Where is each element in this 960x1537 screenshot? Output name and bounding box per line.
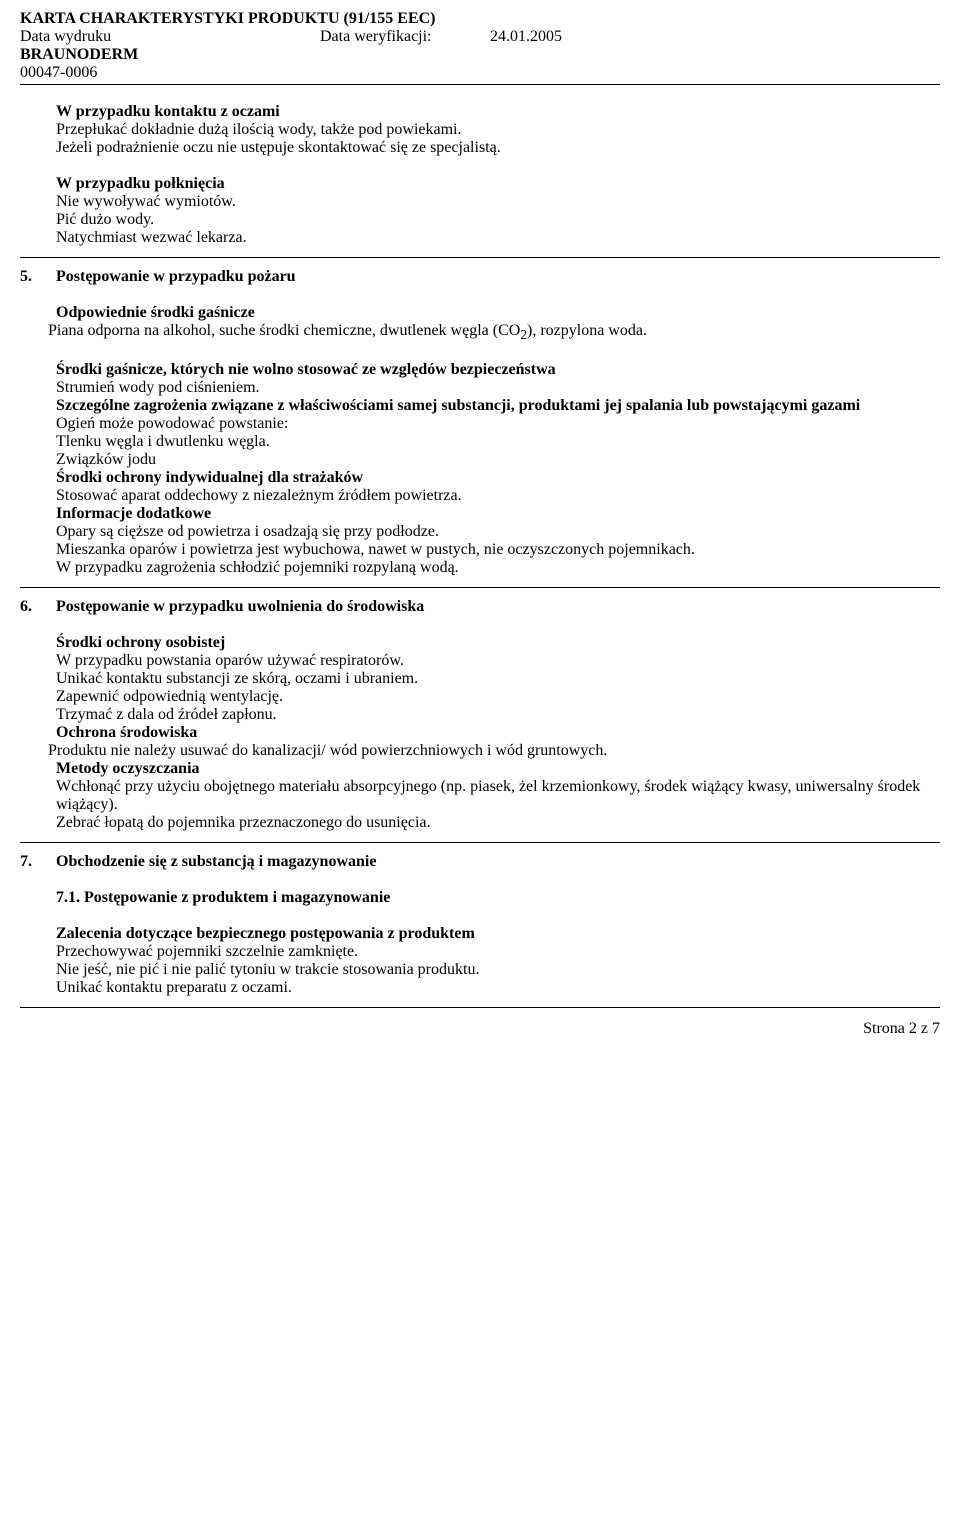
verify-date-value: 24.01.2005	[490, 28, 562, 46]
section-5-body: Odpowiednie środki gaśnicze Piana odporn…	[56, 304, 940, 577]
heading-eye-contact: W przypadku kontaktu z oczami	[56, 103, 940, 121]
text-line: Mieszanka oparów i powietrza jest wybuch…	[56, 541, 940, 559]
print-date-label: Data wydruku	[20, 28, 320, 46]
section-number: 7.	[20, 853, 56, 871]
text-line: Produktu nie należy usuwać do kanalizacj…	[48, 742, 940, 760]
product-code: 00047-0006	[20, 64, 940, 82]
section-title: Obchodzenie się z substancją i magazynow…	[56, 853, 376, 871]
text-line: W przypadku zagrożenia schłodzić pojemni…	[56, 559, 940, 577]
subheading: Środki ochrony indywidualnej dla strażak…	[56, 469, 940, 487]
header-dates-row: Data wydruku Data weryfikacji: 24.01.200…	[20, 28, 940, 46]
section-divider	[20, 587, 940, 588]
page-footer: Strona 2 z 7	[20, 1020, 940, 1038]
section-number: 5.	[20, 268, 56, 286]
subheading: Szczególne zagrożenia związane z właściw…	[56, 397, 940, 415]
text-line: Nie jeść, nie pić i nie palić tytoniu w …	[56, 961, 940, 979]
subheading: Informacje dodatkowe	[56, 505, 940, 523]
text-line: Zapewnić odpowiednią wentylację.	[56, 688, 940, 706]
text-line: Jeżeli podrażnienie oczu nie ustępuje sk…	[56, 139, 940, 157]
section-divider	[20, 257, 940, 258]
document-header: KARTA CHARAKTERYSTYKI PRODUKTU (91/155 E…	[20, 10, 940, 82]
section-number: 6.	[20, 598, 56, 616]
header-divider	[20, 84, 940, 85]
product-name: BRAUNODERM	[20, 46, 940, 64]
text-line: Przechowywać pojemniki szczelnie zamknię…	[56, 943, 940, 961]
section-divider	[20, 842, 940, 843]
text-line: Przepłukać dokładnie dużą ilością wody, …	[56, 121, 940, 139]
section-eye-contact: W przypadku kontaktu z oczami Przepłukać…	[56, 103, 940, 157]
text-line: Pić dużo wody.	[56, 211, 940, 229]
heading-ingestion: W przypadku połknięcia	[56, 175, 940, 193]
section-title: Postępowanie w przypadku pożaru	[56, 268, 296, 286]
text-line: Opary są cięższe od powietrza i osadzają…	[56, 523, 940, 541]
text-line: Strumień wody pod ciśnieniem.	[56, 379, 940, 397]
section-7-heading: 7. Obchodzenie się z substancją i magazy…	[20, 853, 940, 871]
subheading: Metody oczyszczania	[56, 760, 940, 778]
text-fragment: ), rozpylona woda.	[527, 322, 647, 339]
text-line: Trzymać z dala od źródeł zapłonu.	[56, 706, 940, 724]
subheading: Odpowiednie środki gaśnicze	[56, 304, 940, 322]
text-line: Piana odporna na alkohol, suche środki c…	[48, 322, 940, 343]
text-line: Nie wywoływać wymiotów.	[56, 193, 940, 211]
subheading: Zalecenia dotyczące bezpiecznego postępo…	[56, 925, 940, 943]
text-line: Związków jodu	[56, 451, 940, 469]
subheading: Środki ochrony osobistej	[56, 634, 940, 652]
text-line: Wchłonąć przy użyciu obojętnego materiał…	[56, 778, 940, 814]
text-line: Unikać kontaktu substancji ze skórą, ocz…	[56, 670, 940, 688]
section-title: Postępowanie w przypadku uwolnienia do ś…	[56, 598, 424, 616]
text-fragment: Piana odporna na alkohol, suche środki c…	[48, 322, 520, 339]
section-6-body: Środki ochrony osobistej W przypadku pow…	[56, 634, 940, 832]
subsection-number: 7.1.	[56, 889, 80, 906]
subscript: 2	[520, 327, 527, 342]
section-5-heading: 5. Postępowanie w przypadku pożaru	[20, 268, 940, 286]
text-line: Unikać kontaktu preparatu z oczami.	[56, 979, 940, 997]
text-line: Natychmiast wezwać lekarza.	[56, 229, 940, 247]
text-line: Zebrać łopatą do pojemnika przeznaczoneg…	[56, 814, 940, 832]
text-line: Tlenku węgla i dwutlenku węgla.	[56, 433, 940, 451]
text-line: W przypadku powstania oparów używać resp…	[56, 652, 940, 670]
verify-date-label: Data weryfikacji:	[320, 28, 490, 46]
section-ingestion: W przypadku połknięcia Nie wywoływać wym…	[56, 175, 940, 247]
header-title: KARTA CHARAKTERYSTYKI PRODUKTU (91/155 E…	[20, 10, 940, 28]
subheading: Środki gaśnicze, których nie wolno stoso…	[56, 361, 940, 379]
text-line: Ogień może powodować powstanie:	[56, 415, 940, 433]
section-7-body: 7.1. Postępowanie z produktem i magazyno…	[56, 889, 940, 997]
subsection-heading: 7.1. Postępowanie z produktem i magazyno…	[56, 889, 940, 907]
subsection-title: Postępowanie z produktem i magazynowanie	[84, 889, 390, 906]
subheading: Ochrona środowiska	[56, 724, 940, 742]
section-divider	[20, 1007, 940, 1008]
section-6-heading: 6. Postępowanie w przypadku uwolnienia d…	[20, 598, 940, 616]
text-line: Stosować aparat oddechowy z niezależnym …	[56, 487, 940, 505]
